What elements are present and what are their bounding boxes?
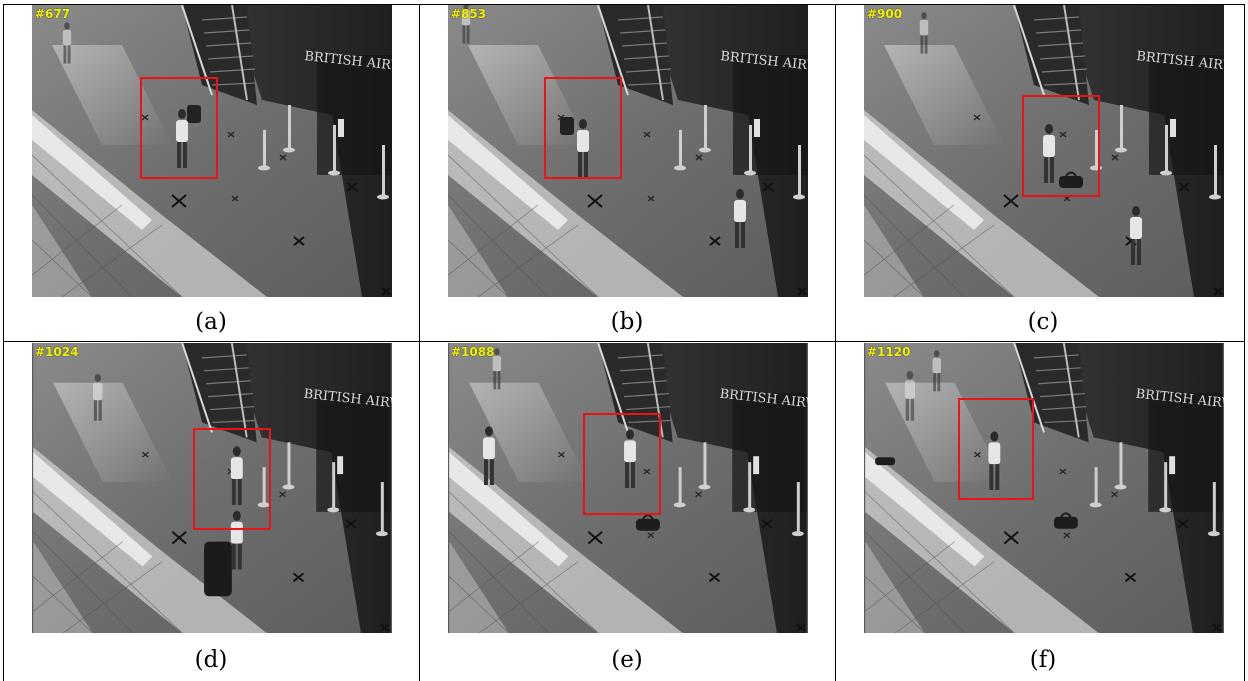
panel-caption: (d) <box>194 647 228 673</box>
table-row-divider <box>3 341 1245 342</box>
frame-number: #1088 <box>451 345 495 359</box>
tracking-box <box>1022 95 1100 197</box>
video-frame: BRITISH AIRWAYS #677 <box>32 5 392 297</box>
scene-image: BRITISH AIRWAYS <box>32 5 392 297</box>
video-frame: BRITISH AIRWAYS #853 <box>448 5 808 297</box>
scene-image: BRITISH AIRWAYS <box>448 5 808 297</box>
panel-caption: (e) <box>611 647 643 673</box>
table-col-divider-1 <box>419 4 420 681</box>
tracking-box <box>583 413 661 515</box>
video-frame: BRITISH AIRWAYS #1024 <box>32 343 392 633</box>
table-border-right <box>1244 4 1245 681</box>
video-frame: BRITISH AIRWAYS #1120 <box>864 343 1224 633</box>
scene-image: BRITISH AIRWAYS <box>448 343 808 633</box>
tracking-box <box>958 398 1034 500</box>
table-col-divider-2 <box>835 4 836 681</box>
video-frame: BRITISH AIRWAYS #1088 <box>448 343 808 633</box>
panel-caption: (f) <box>1029 647 1057 673</box>
panel-caption: (a) <box>195 309 227 335</box>
tracking-box <box>544 77 622 179</box>
frame-number: #853 <box>451 7 487 21</box>
panel-caption: (c) <box>1027 309 1059 335</box>
video-frame: BRITISH AIRWAYS #900 <box>864 5 1224 297</box>
scene-image: BRITISH AIRWAYS <box>864 343 1224 633</box>
frame-number: #900 <box>867 7 903 21</box>
frame-number: #1024 <box>35 345 79 359</box>
scene-image: BRITISH AIRWAYS <box>864 5 1224 297</box>
table-border-left <box>3 4 4 681</box>
table-border-top <box>3 4 1245 5</box>
frame-number: #1120 <box>867 345 911 359</box>
tracking-box <box>140 77 218 179</box>
scene-image: BRITISH AIRWAYS <box>32 343 392 633</box>
panel-caption: (b) <box>610 309 644 335</box>
frame-number: #677 <box>35 7 71 21</box>
tracking-box <box>193 428 271 530</box>
